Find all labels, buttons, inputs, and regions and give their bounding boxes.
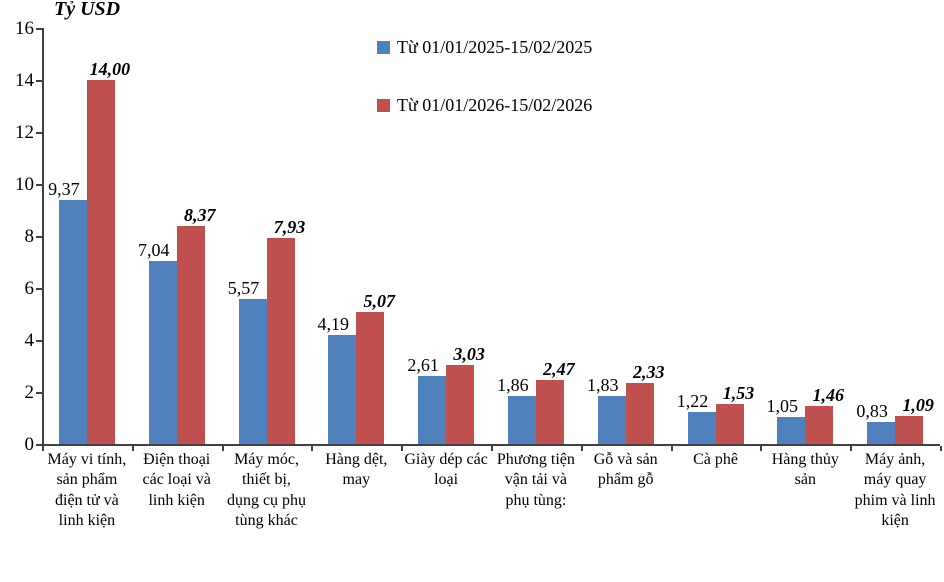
bar-series1 <box>507 395 536 444</box>
x-tick <box>670 446 673 451</box>
value-label-series1: 1,05 <box>766 395 799 416</box>
y-axis-label: 12 <box>15 122 34 143</box>
value-label-series1: 7,04 <box>137 239 170 260</box>
bar-series2 <box>86 80 115 444</box>
y-axis-label: 14 <box>15 70 34 91</box>
x-tick <box>491 446 493 451</box>
bar-series1 <box>328 335 357 444</box>
category-label: Giày dép các loại <box>404 451 488 489</box>
bar-series2 <box>715 404 744 444</box>
y-tick <box>36 392 42 394</box>
legend-label: Từ 01/01/2026-15/02/2026 <box>397 94 593 115</box>
y-tick <box>36 184 42 186</box>
y-tick <box>36 28 42 30</box>
y-tick <box>36 236 42 238</box>
bar-series1 <box>777 416 806 444</box>
x-tick <box>401 446 404 451</box>
y-axis-line <box>42 28 44 446</box>
bar-series2 <box>176 226 205 444</box>
bar-series1 <box>867 422 896 444</box>
value-label-series1: 9,37 <box>48 179 80 200</box>
category-label: Máy móc, thiết bị, dụng cụ phụ tùng khác <box>226 451 307 530</box>
legend-swatch-icon <box>377 98 390 112</box>
x-tick <box>760 446 763 451</box>
x-tick <box>221 446 224 451</box>
value-label-series1: 2,61 <box>407 355 439 376</box>
legend-item: Từ 01/01/2025-15/02/2025 <box>377 36 592 58</box>
y-axis-label: 6 <box>24 278 35 299</box>
category-label: Hàng dệt, may <box>325 451 388 489</box>
value-label-series2: 5,07 <box>363 291 396 312</box>
y-axis-label: 2 <box>24 382 35 403</box>
chart-title: Tỷ USD <box>54 0 121 20</box>
y-axis-label: 10 <box>15 174 34 195</box>
y-tick <box>36 340 42 342</box>
value-label-series2: 1,46 <box>812 385 845 406</box>
y-axis-label: 0 <box>24 434 35 455</box>
category-label: Máy ảnh, máy quay phim và linh kiện <box>854 451 936 530</box>
y-tick <box>36 80 42 82</box>
legend-item: Từ 01/01/2026-15/02/2026 <box>377 94 592 116</box>
value-label-series2: 3,03 <box>453 344 485 365</box>
bar-series2 <box>535 379 564 444</box>
category-label: Hàng thủy sản <box>771 451 839 489</box>
x-tick <box>580 446 583 451</box>
value-label-series2: 2,33 <box>632 362 665 383</box>
bar-series2 <box>266 237 295 444</box>
category-label: Cà phê <box>693 451 738 468</box>
bar-series1 <box>597 396 626 444</box>
bar-series1 <box>148 260 177 444</box>
category-label: Điện thoại các loại và linh kiện <box>142 451 211 509</box>
legend: Từ 01/01/2025-15/02/2025 Từ 01/01/2026-15… <box>377 36 592 152</box>
bar-series2 <box>625 383 654 444</box>
bar-series2 <box>356 312 385 444</box>
value-label-series2: 8,37 <box>183 205 216 226</box>
x-axis-line <box>42 444 940 446</box>
y-tick <box>36 132 42 134</box>
bar-series2 <box>446 365 475 444</box>
x-tick <box>311 446 314 451</box>
x-tick <box>42 446 44 451</box>
bar-series1 <box>418 376 447 444</box>
legend-swatch-icon <box>377 40 390 54</box>
bar-series1 <box>238 299 267 444</box>
legend-label: Từ 01/01/2025-15/02/2025 <box>397 36 593 57</box>
x-tick <box>850 446 853 451</box>
x-tick <box>131 446 134 451</box>
value-label-series1: 5,57 <box>227 278 260 299</box>
category-label: Máy vi tính, sản phẩm điện tử và linh ki… <box>47 451 127 530</box>
value-label-series1: 1,22 <box>676 391 709 412</box>
value-label-series1: 1,86 <box>497 374 529 395</box>
y-tick <box>36 444 42 446</box>
value-label-series1: 1,83 <box>586 375 619 396</box>
bar-series1 <box>58 200 87 444</box>
value-label-series1: 0,83 <box>856 401 888 422</box>
x-tick <box>940 446 942 451</box>
value-label-series2: 7,93 <box>273 216 306 237</box>
y-axis-label: 8 <box>24 226 35 247</box>
bar-series2 <box>895 415 924 444</box>
y-axis-label: 16 <box>15 18 34 39</box>
value-label-series2: 2,47 <box>543 358 575 379</box>
category-label: Phương tiện vận tải và phụ tùng: <box>496 451 575 509</box>
value-label-series2: 1,53 <box>722 383 755 404</box>
category-label: Gỗ và sản phẩm gỗ <box>593 451 658 489</box>
value-label-series1: 4,19 <box>317 314 350 335</box>
y-axis-label: 4 <box>24 330 35 351</box>
value-label-series2: 1,09 <box>902 394 934 415</box>
bar-series1 <box>687 412 716 444</box>
y-tick <box>36 288 42 290</box>
bar-series2 <box>805 406 834 444</box>
value-label-series2: 14,00 <box>89 59 131 79</box>
